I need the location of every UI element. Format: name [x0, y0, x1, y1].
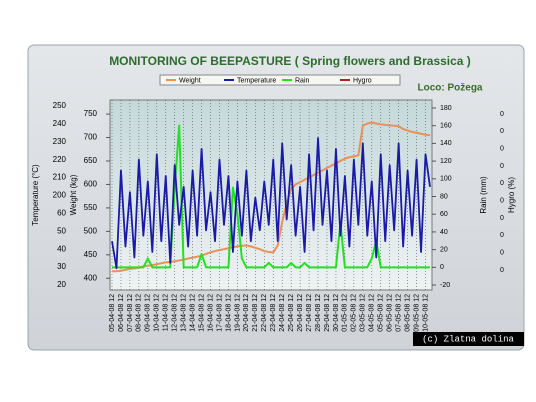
annotation: (c) Zlatna dolina — [422, 334, 514, 344]
y-tick-label: 600 — [84, 180, 98, 189]
y-tick-label: 400 — [84, 273, 98, 282]
y-tick-label: 700 — [84, 133, 98, 142]
x-tick-label: 09-04-08 12 — [145, 294, 152, 332]
x-tick-label: 06-04-08 12 — [118, 294, 125, 332]
x-tick-label: 20-04-08 12 — [243, 294, 250, 332]
x-tick-label: 07-05-08 12 — [395, 294, 402, 332]
y2-tick-label: 60 — [440, 211, 448, 218]
y3-tick-label: 30 — [57, 262, 66, 271]
legend — [159, 74, 401, 86]
y4-tick-label: 0 — [500, 232, 504, 239]
x-tick-label: 07-04-08 12 — [127, 294, 134, 332]
y3-tick-label: 40 — [57, 244, 66, 253]
y4-tick-label: 0 — [500, 128, 504, 135]
y3-tick-label: 220 — [53, 155, 67, 164]
x-tick-label: 02-05-08 12 — [351, 294, 358, 332]
y-axis-title: Weight (kg) — [69, 174, 78, 215]
x-tick-label: 16-04-08 12 — [207, 294, 214, 332]
y2-tick-label: 40 — [440, 229, 448, 236]
x-tick-label: 12-04-08 12 — [172, 294, 179, 332]
x-tick-label: 09-05-08 12 — [413, 294, 420, 332]
y-tick-label: 750 — [84, 109, 98, 118]
y2-tick-label: 0 — [440, 264, 444, 271]
y4-tick-label: 0 — [500, 180, 504, 187]
y4-tick-label: 0 — [500, 163, 504, 170]
y3-tick-label: 230 — [53, 137, 67, 146]
y2-tick-label: 80 — [440, 193, 448, 200]
x-tick-label: 05-05-08 12 — [378, 294, 385, 332]
y-tick-label: 450 — [84, 250, 98, 259]
y2-tick-label: 120 — [440, 158, 452, 165]
y-tick-label: 500 — [84, 226, 98, 235]
x-tick-label: 04-05-08 12 — [369, 294, 376, 332]
chart-subtitle: Loco: Požega — [417, 83, 482, 94]
chart-title: MONITORING OF BEEPASTURE ( Spring flower… — [109, 54, 471, 68]
x-tick-label: 01-05-08 12 — [342, 294, 349, 332]
y4-tick-label: 0 — [500, 215, 504, 222]
x-tick-label: 08-04-08 12 — [136, 294, 143, 332]
x-tick-label: 17-04-08 12 — [216, 294, 223, 332]
x-tick-label: 10-04-08 12 — [154, 294, 161, 332]
y2-tick-label: 20 — [440, 246, 448, 253]
x-tick-label: 05-04-08 12 — [109, 294, 116, 332]
y3-tick-label: 250 — [53, 101, 67, 110]
series-line — [111, 137, 431, 270]
y2-tick-label: 140 — [440, 140, 452, 147]
y3-tick-label: 240 — [53, 119, 67, 128]
y-tick-label: 550 — [84, 203, 98, 212]
y3-tick-label: 210 — [53, 173, 67, 182]
x-tick-label: 10-05-08 12 — [422, 294, 429, 332]
y3-tick-label: 60 — [57, 209, 66, 218]
x-tick-label: 29-04-08 12 — [324, 294, 331, 332]
legend-label: Hygro — [353, 77, 372, 84]
y3-tick-label: 200 — [53, 191, 67, 200]
x-tick-label: 24-04-08 12 — [279, 294, 286, 332]
y4-tick-label: 0 — [500, 250, 504, 257]
y4-tick-label: 0 — [500, 267, 504, 274]
legend-label: Weight — [179, 77, 201, 84]
annotation-box — [413, 332, 524, 346]
legend-label: Temperature — [237, 77, 276, 84]
x-tick-label: 30-04-08 12 — [333, 294, 340, 332]
y4-tick-label: 0 — [500, 198, 504, 205]
x-tick-label: 18-04-08 12 — [225, 294, 232, 332]
y-tick-label: 650 — [84, 156, 98, 165]
y4-tick-label: 0 — [500, 111, 504, 118]
x-tick-label: 23-04-08 12 — [270, 294, 277, 332]
x-tick-label: 25-04-08 12 — [288, 294, 295, 332]
series-line — [112, 121, 431, 273]
y2-tick-label: -20 — [440, 282, 450, 289]
y4-tick-label: 0 — [500, 146, 504, 153]
y2-axis-title: Rain (mm) — [479, 176, 488, 214]
x-tick-label: 19-04-08 12 — [234, 294, 241, 332]
legend-label: Rain — [295, 77, 310, 84]
y2-tick-label: 180 — [440, 105, 452, 112]
y3-axis-title: Temperature (°C) — [31, 164, 40, 226]
y2-tick-label: 160 — [440, 123, 452, 130]
x-tick-label: 28-04-08 12 — [315, 294, 322, 332]
x-tick-label: 21-04-08 12 — [252, 294, 259, 332]
y3-tick-label: 50 — [57, 226, 66, 235]
x-tick-label: 27-04-08 12 — [306, 294, 313, 332]
x-tick-label: 08-05-08 12 — [404, 294, 411, 332]
x-tick-label: 15-04-08 12 — [198, 294, 205, 332]
x-tick-label: 13-04-08 12 — [181, 294, 188, 332]
x-tick-label: 14-04-08 12 — [189, 294, 196, 332]
y4-axis-title: Hygro (%) — [507, 177, 516, 213]
x-tick-label: 06-05-08 12 — [387, 294, 394, 332]
x-tick-label: 22-04-08 12 — [261, 294, 268, 332]
y3-tick-label: 20 — [57, 280, 66, 289]
x-tick-label: 26-04-08 12 — [297, 294, 304, 332]
x-tick-label: 11-04-08 12 — [163, 294, 170, 331]
y2-tick-label: 100 — [440, 176, 452, 183]
x-tick-label: 03-05-08 12 — [360, 294, 367, 332]
